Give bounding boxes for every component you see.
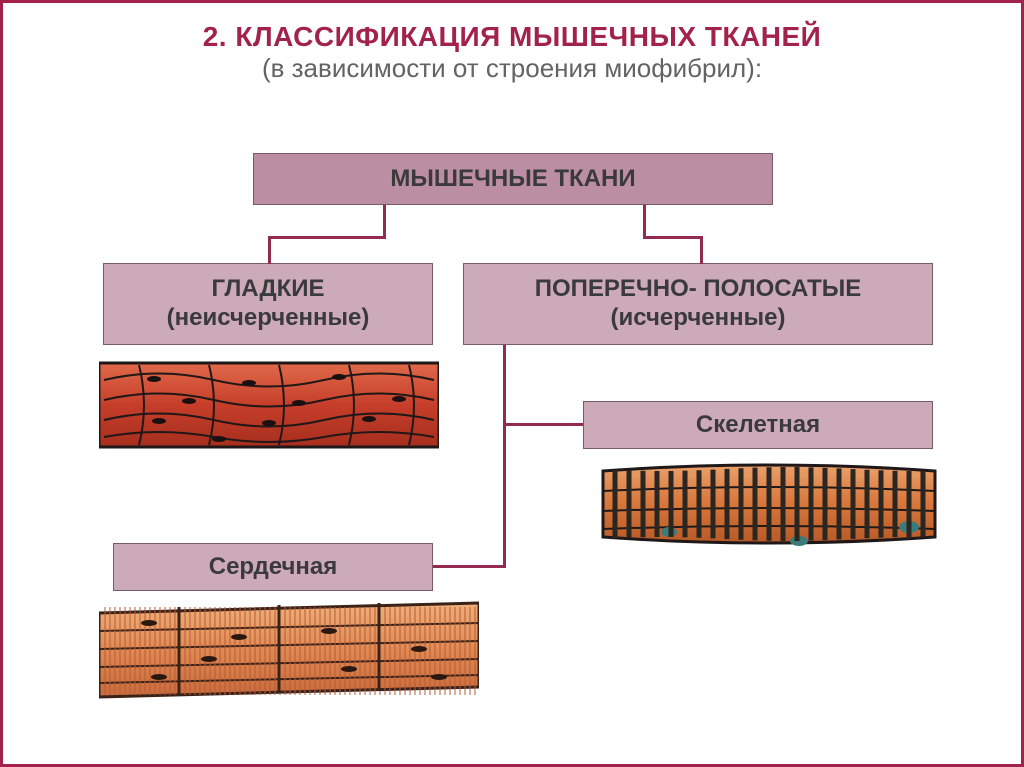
box-smooth-label: ГЛАДКИЕ(неисчерченные)	[167, 275, 370, 333]
tissue-smooth-svg	[99, 355, 439, 455]
title-sub: (в зависимости от строения миофибрил):	[13, 53, 1011, 84]
box-skeletal: Скелетная	[583, 401, 933, 449]
box-skeletal-label: Скелетная	[696, 411, 820, 440]
connector	[503, 423, 583, 426]
connector	[383, 205, 386, 239]
tissue-skeletal-svg	[599, 457, 939, 551]
tissue-skeletal-image	[599, 457, 939, 551]
connector	[643, 205, 646, 239]
box-smooth: ГЛАДКИЕ(неисчерченные)	[103, 263, 433, 345]
tissue-cardiac-svg	[99, 597, 479, 701]
box-striated-label: ПОПЕРЕЧНО- ПОЛОСАТЫЕ(исчерченные)	[535, 275, 862, 333]
connector	[268, 236, 271, 264]
connector	[700, 236, 703, 264]
tissue-cardiac-image	[99, 597, 479, 701]
connector	[268, 236, 386, 239]
box-root: МЫШЕЧНЫЕ ТКАНИ	[253, 153, 773, 205]
box-striated: ПОПЕРЕЧНО- ПОЛОСАТЫЕ(исчерченные)	[463, 263, 933, 345]
box-cardiac-label: Сердечная	[209, 553, 338, 582]
title-main: 2. КЛАССИФИКАЦИЯ МЫШЕЧНЫХ ТКАНЕЙ	[13, 21, 1011, 53]
slide-title: 2. КЛАССИФИКАЦИЯ МЫШЕЧНЫХ ТКАНЕЙ (в зави…	[13, 21, 1011, 84]
tissue-smooth-image	[99, 355, 439, 455]
box-root-label: МЫШЕЧНЫЕ ТКАНИ	[390, 165, 635, 194]
connector	[503, 345, 506, 565]
box-cardiac: Сердечная	[113, 543, 433, 591]
connector	[643, 236, 703, 239]
connector	[433, 565, 506, 568]
